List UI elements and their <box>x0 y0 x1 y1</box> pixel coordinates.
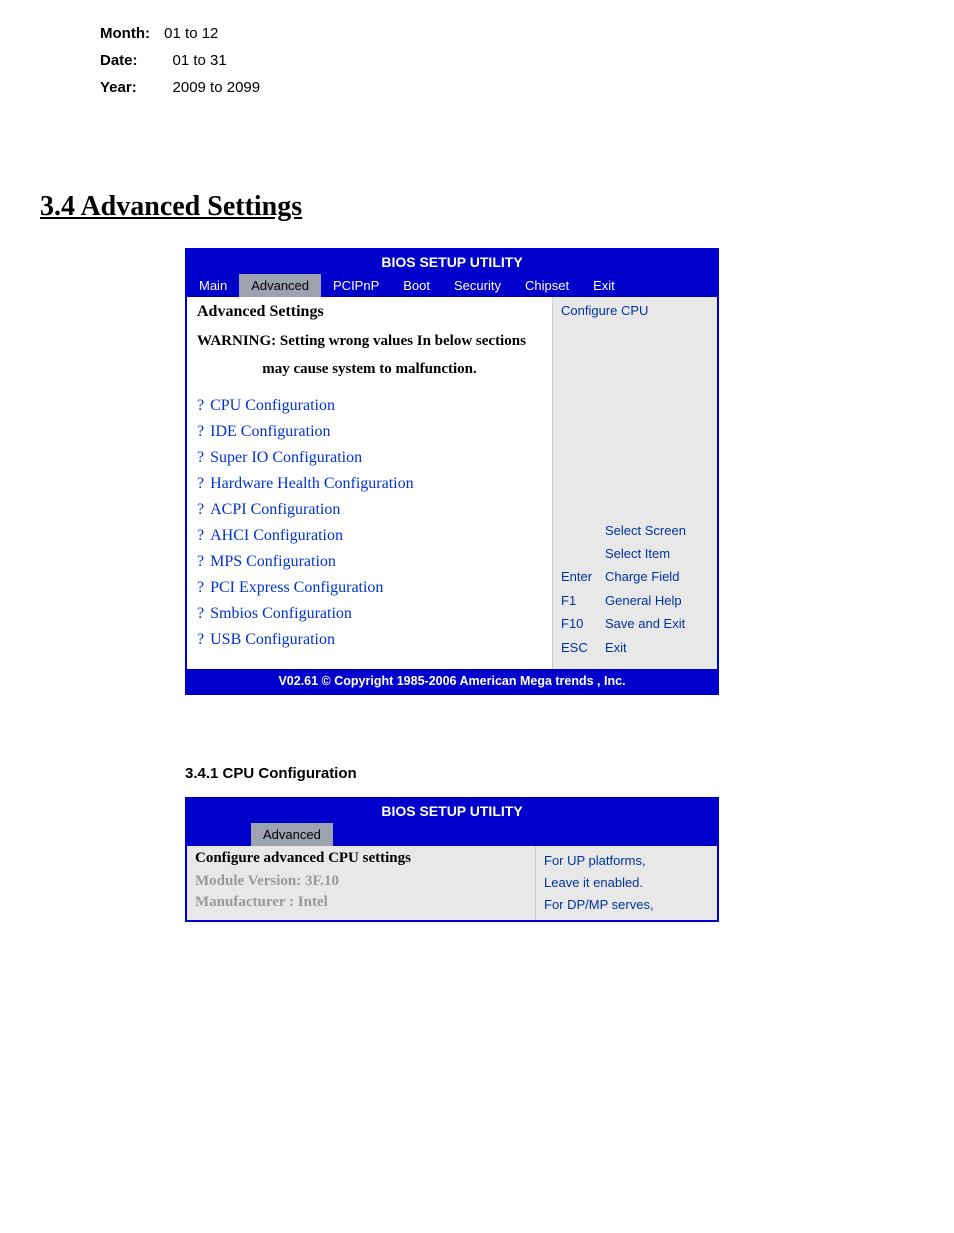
warning-line2: may cause system to malfunction. <box>197 357 542 381</box>
date-parameters: Month: 01 to 12 Date: 01 to 31 Year: 200… <box>100 20 914 101</box>
help-keys: Select Screen Select Item EnterCharge Fi… <box>561 519 709 659</box>
help-line-1: Leave it enabled. <box>544 872 709 894</box>
bios-footer: V02.61 © Copyright 1985-2006 American Me… <box>187 669 717 693</box>
bios2-tab-row: Advanced <box>187 823 717 846</box>
tab-security[interactable]: Security <box>442 274 513 297</box>
month-label: Month <box>100 25 145 42</box>
key-f1: F1 <box>561 589 605 612</box>
bios2-tab-rest <box>333 823 717 846</box>
tab-pcipnp[interactable]: PCIPnP <box>321 274 391 297</box>
tab-row: Main Advanced PCIPnP Boot Security Chips… <box>187 274 717 297</box>
menu-super-io-configuration[interactable]: ?Super IO Configuration <box>197 449 542 467</box>
bios-right-panel: Configure CPU Select Screen Select Item … <box>552 297 717 669</box>
date-value: 01 to 31 <box>173 52 227 69</box>
key-f10: F10 <box>561 612 605 635</box>
menu-ide-configuration[interactable]: ?IDE Configuration <box>197 423 542 441</box>
key-esc: ESC <box>561 636 605 659</box>
panel-title: Advanced Settings <box>197 303 542 325</box>
menu-ahci-configuration[interactable]: ?AHCI Configuration <box>197 527 542 545</box>
menu-usb-configuration[interactable]: ?USB Configuration <box>197 631 542 649</box>
bios-utility-cpu-config: BIOS SETUP UTILITY Advanced Configure ad… <box>185 797 719 922</box>
menu-pci-express-configuration[interactable]: ?PCI Express Configuration <box>197 579 542 597</box>
bios2-right-panel: For UP platforms, Leave it enabled. For … <box>535 846 717 920</box>
tab-advanced[interactable]: Advanced <box>239 274 321 297</box>
tab-chipset[interactable]: Chipset <box>513 274 581 297</box>
warning-line1: WARNING: Setting wrong values In below s… <box>197 329 542 353</box>
bios-left-panel: Advanced Settings WARNING: Setting wrong… <box>187 297 552 669</box>
month-value: 01 to 12 <box>164 25 218 42</box>
bios2-tab-spacer <box>187 823 251 846</box>
menu-acpi-configuration[interactable]: ?ACPI Configuration <box>197 501 542 519</box>
manufacturer: Manufacturer : Intel <box>187 892 535 913</box>
tab-exit[interactable]: Exit <box>581 274 627 297</box>
help-context: Configure CPU <box>561 303 709 318</box>
year-label: Year: <box>100 74 160 101</box>
key-enter: Enter <box>561 565 605 588</box>
menu-hardware-health-configuration[interactable]: ?Hardware Health Configuration <box>197 475 542 493</box>
date-label: Date: <box>100 47 160 74</box>
sub-heading: 3.4.1 CPU Configuration <box>185 765 914 782</box>
year-value: 2009 to 2099 <box>173 79 261 96</box>
menu-mps-configuration[interactable]: ?MPS Configuration <box>197 553 542 571</box>
module-version: Module Version: 3F.10 <box>187 871 535 892</box>
bios2-left-panel: Configure advanced CPU settings Module V… <box>187 846 535 920</box>
bios2-tab-advanced[interactable]: Advanced <box>251 823 333 846</box>
bios-title: BIOS SETUP UTILITY <box>187 250 717 274</box>
key-select-item: Select Item <box>605 542 670 565</box>
menu-smbios-configuration[interactable]: ?Smbios Configuration <box>197 605 542 623</box>
help-line-2: For DP/MP serves, <box>544 894 709 916</box>
tab-main[interactable]: Main <box>187 274 239 297</box>
bios-utility-advanced: BIOS SETUP UTILITY Main Advanced PCIPnP … <box>185 248 719 695</box>
help-line-0: For UP platforms, <box>544 850 709 872</box>
configure-title: Configure advanced CPU settings <box>187 846 535 871</box>
section-heading: 3.4 Advanced Settings <box>40 191 914 223</box>
bios2-title: BIOS SETUP UTILITY <box>187 799 717 823</box>
tab-boot[interactable]: Boot <box>391 274 442 297</box>
key-select-screen: Select Screen <box>605 519 686 542</box>
menu-cpu-configuration[interactable]: ?CPU Configuration <box>197 397 542 415</box>
